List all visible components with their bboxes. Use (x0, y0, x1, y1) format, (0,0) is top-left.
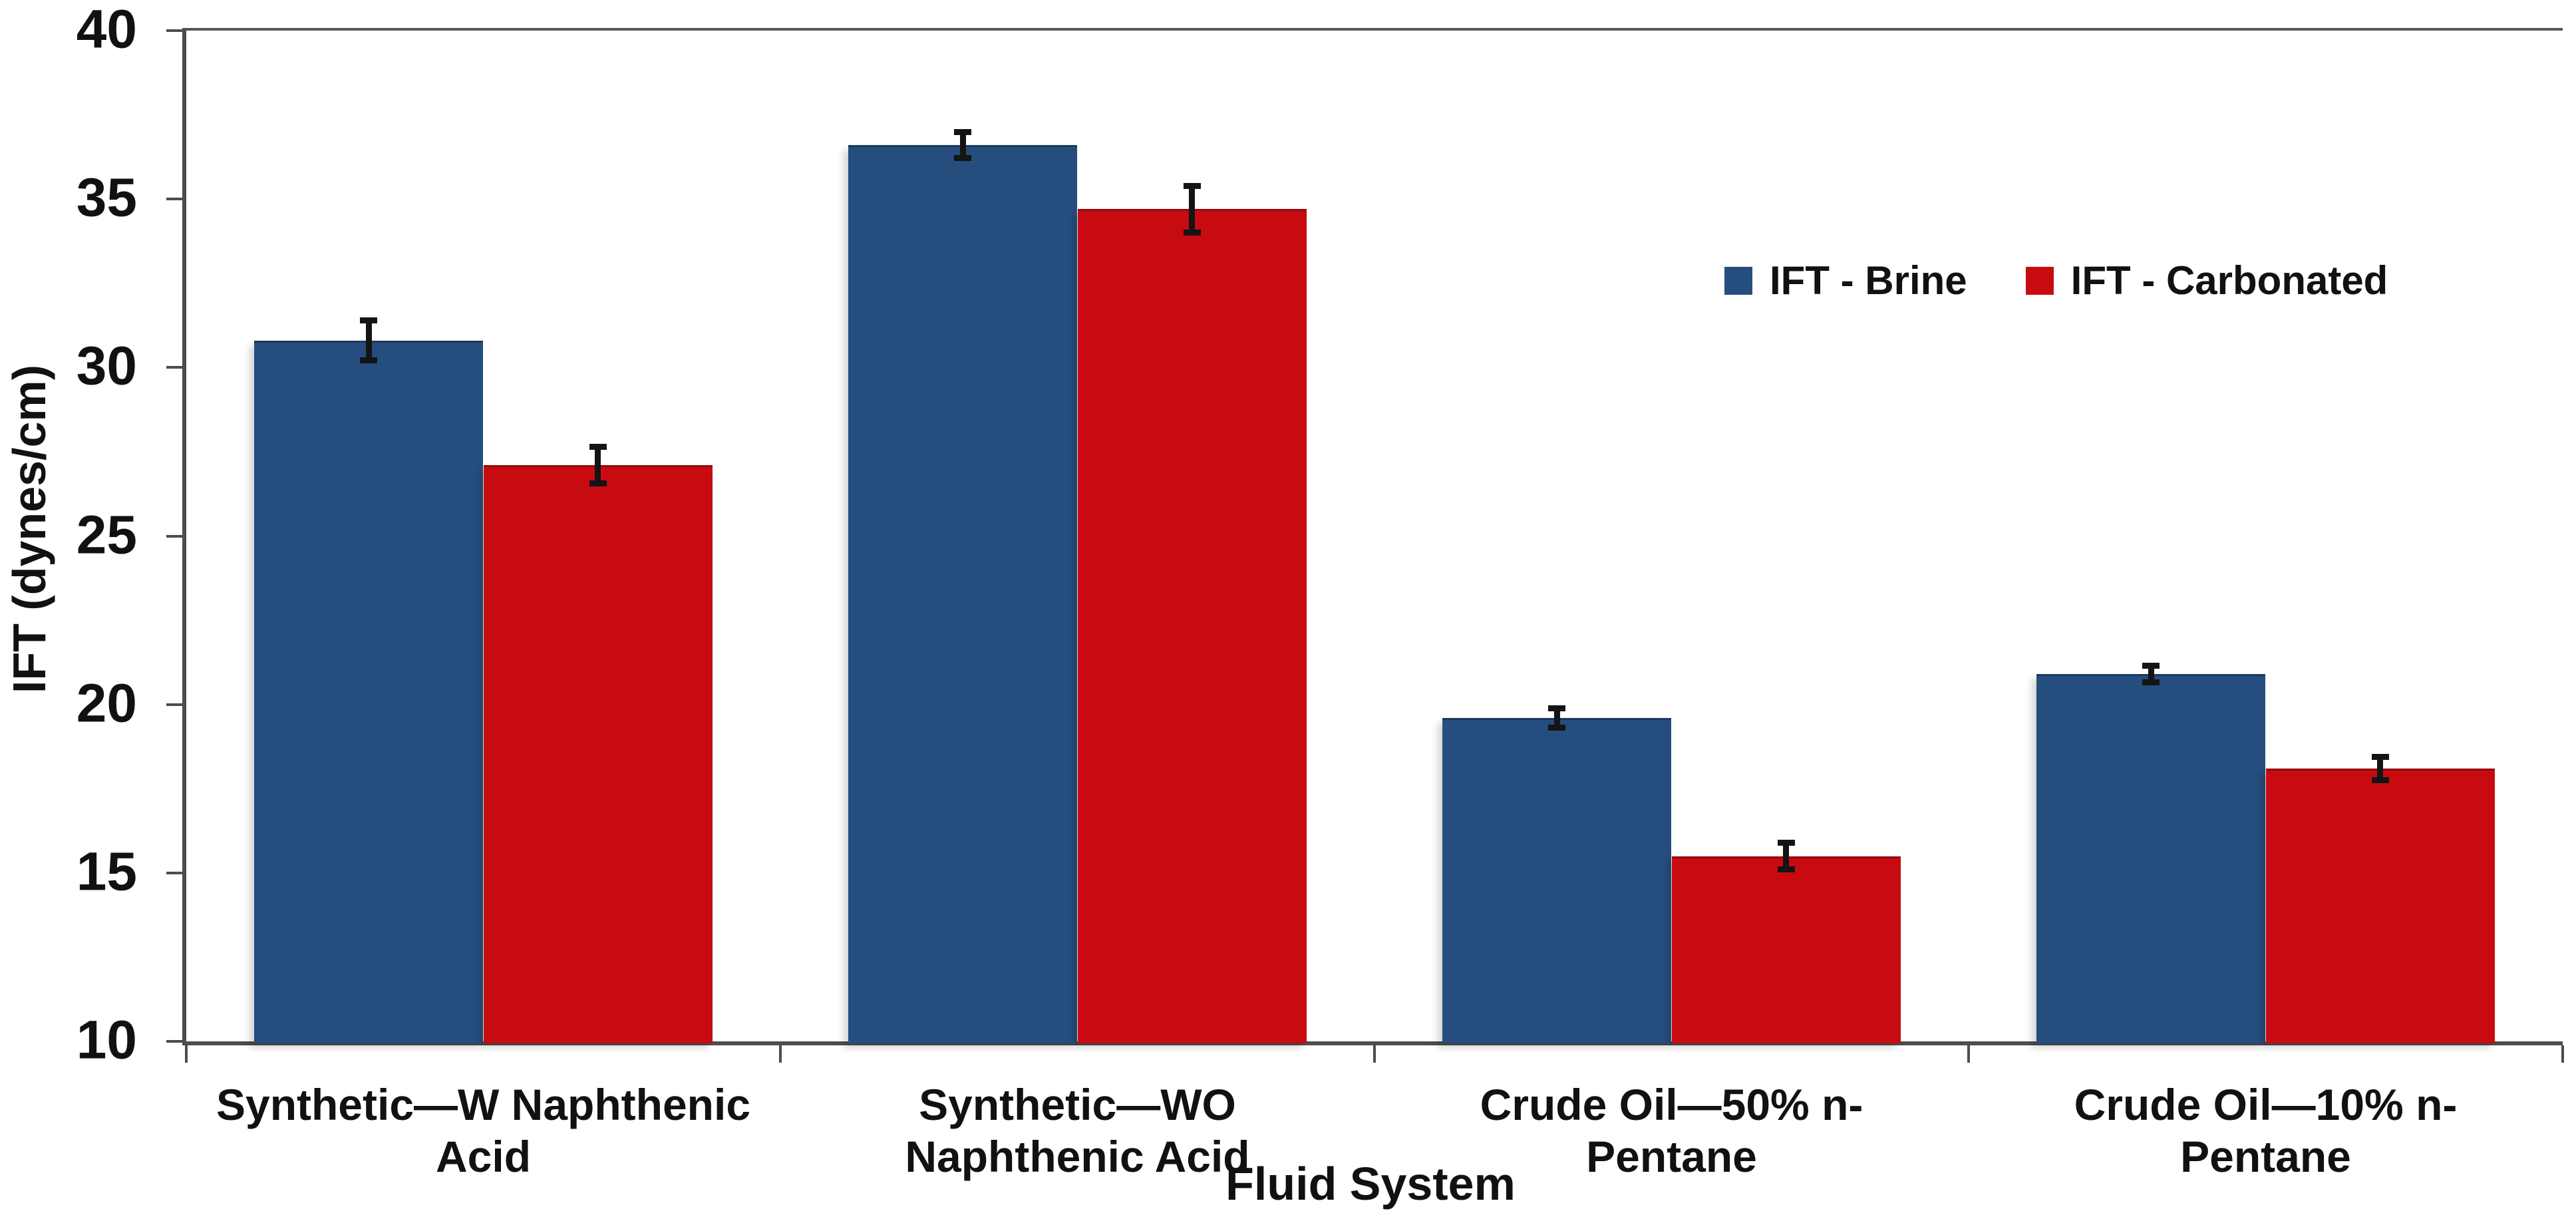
error-bar-cap-top (1183, 182, 1201, 189)
y-tick-mark (166, 703, 186, 706)
y-tick-label: 15 (76, 841, 137, 902)
error-bar-cap-top (2371, 754, 2389, 761)
error-bar-cap-bottom (1548, 725, 1566, 731)
legend-item-brine: IFT - Brine (1724, 261, 1967, 301)
legend-key-brine-swatch (1724, 267, 1752, 295)
error-bar (595, 446, 601, 484)
error-bar (1189, 185, 1196, 233)
error-bar-cap-bottom (2142, 679, 2160, 685)
error-bar-cap-top (360, 317, 378, 324)
error-bar (1783, 842, 1790, 870)
y-tick-mark (166, 534, 186, 538)
y-tick-mark (166, 366, 186, 369)
y-tick-label: 40 (76, 0, 137, 60)
bar-brine-3 (2036, 674, 2266, 1043)
y-tick-mark (166, 198, 186, 201)
x-tick-mark (779, 1045, 782, 1063)
x-tick-mark (2561, 1045, 2564, 1063)
category-label: Crude Oil—10% n-Pentane (1969, 1079, 2563, 1183)
y-tick-mark (166, 29, 186, 32)
y-tick-label: 25 (76, 504, 137, 565)
error-bar-cap-bottom (1183, 229, 1201, 236)
category-label-text: Crude Oil—10% n-Pentane (2074, 1080, 2458, 1181)
category-label-text: Crude Oil—50% n-Pentane (1480, 1080, 1863, 1181)
bar-carbonated-1 (1077, 209, 1307, 1043)
legend-label-carbonated: IFT - Carbonated (2070, 258, 2388, 303)
error-bar (2148, 665, 2154, 683)
x-tick-mark (1373, 1045, 1376, 1063)
legend-label-brine: IFT - Brine (1770, 258, 1967, 303)
error-bar (2377, 757, 2384, 781)
error-bar-cap-top (2142, 663, 2160, 669)
bar-carbonated-3 (2265, 768, 2496, 1043)
error-bar (365, 320, 372, 361)
category-label-text: Synthetic—W Naphthenic Acid (216, 1080, 751, 1181)
error-bar-cap-top (1777, 840, 1795, 846)
error-bar-cap-top (954, 128, 972, 135)
category-label-text: Synthetic—WO Naphthenic Acid (905, 1080, 1250, 1181)
bar-carbonated-2 (1671, 856, 1901, 1043)
error-bar-cap-bottom (360, 357, 378, 364)
x-tick-mark (185, 1045, 188, 1063)
category-label: Synthetic—WO Naphthenic Acid (780, 1079, 1374, 1183)
y-tick-label: 20 (76, 673, 137, 734)
legend: IFT - Brine IFT - Carbonated (1724, 261, 2388, 301)
y-tick-label: 10 (76, 1009, 137, 1071)
category-label: Crude Oil—50% n-Pentane (1374, 1079, 1969, 1183)
y-tick-label: 35 (76, 167, 137, 228)
x-tick-mark (1967, 1045, 1970, 1063)
y-tick-label: 30 (76, 335, 137, 397)
error-bar-cap-bottom (2371, 777, 2389, 783)
error-bar-cap-bottom (589, 480, 607, 487)
x-axis-title: Fluid System (1225, 1158, 1516, 1210)
y-tick-mark (166, 1040, 186, 1043)
legend-item-carbonated: IFT - Carbonated (2025, 258, 2388, 303)
bar-carbonated-0 (483, 465, 713, 1043)
bar-brine-1 (848, 145, 1078, 1043)
bar-brine-0 (253, 340, 484, 1043)
category-label: Synthetic—W Naphthenic Acid (186, 1079, 780, 1183)
y-tick-mark (166, 871, 186, 874)
error-bar-cap-top (1548, 705, 1566, 711)
error-bar-cap-top (589, 444, 607, 450)
error-bar-cap-bottom (954, 155, 972, 162)
bar-brine-2 (1442, 717, 1672, 1043)
legend-key-carbonated-swatch (2025, 267, 2054, 295)
error-bar-cap-bottom (1777, 866, 1795, 872)
error-bar (1553, 707, 1560, 729)
error-bar (959, 131, 966, 159)
